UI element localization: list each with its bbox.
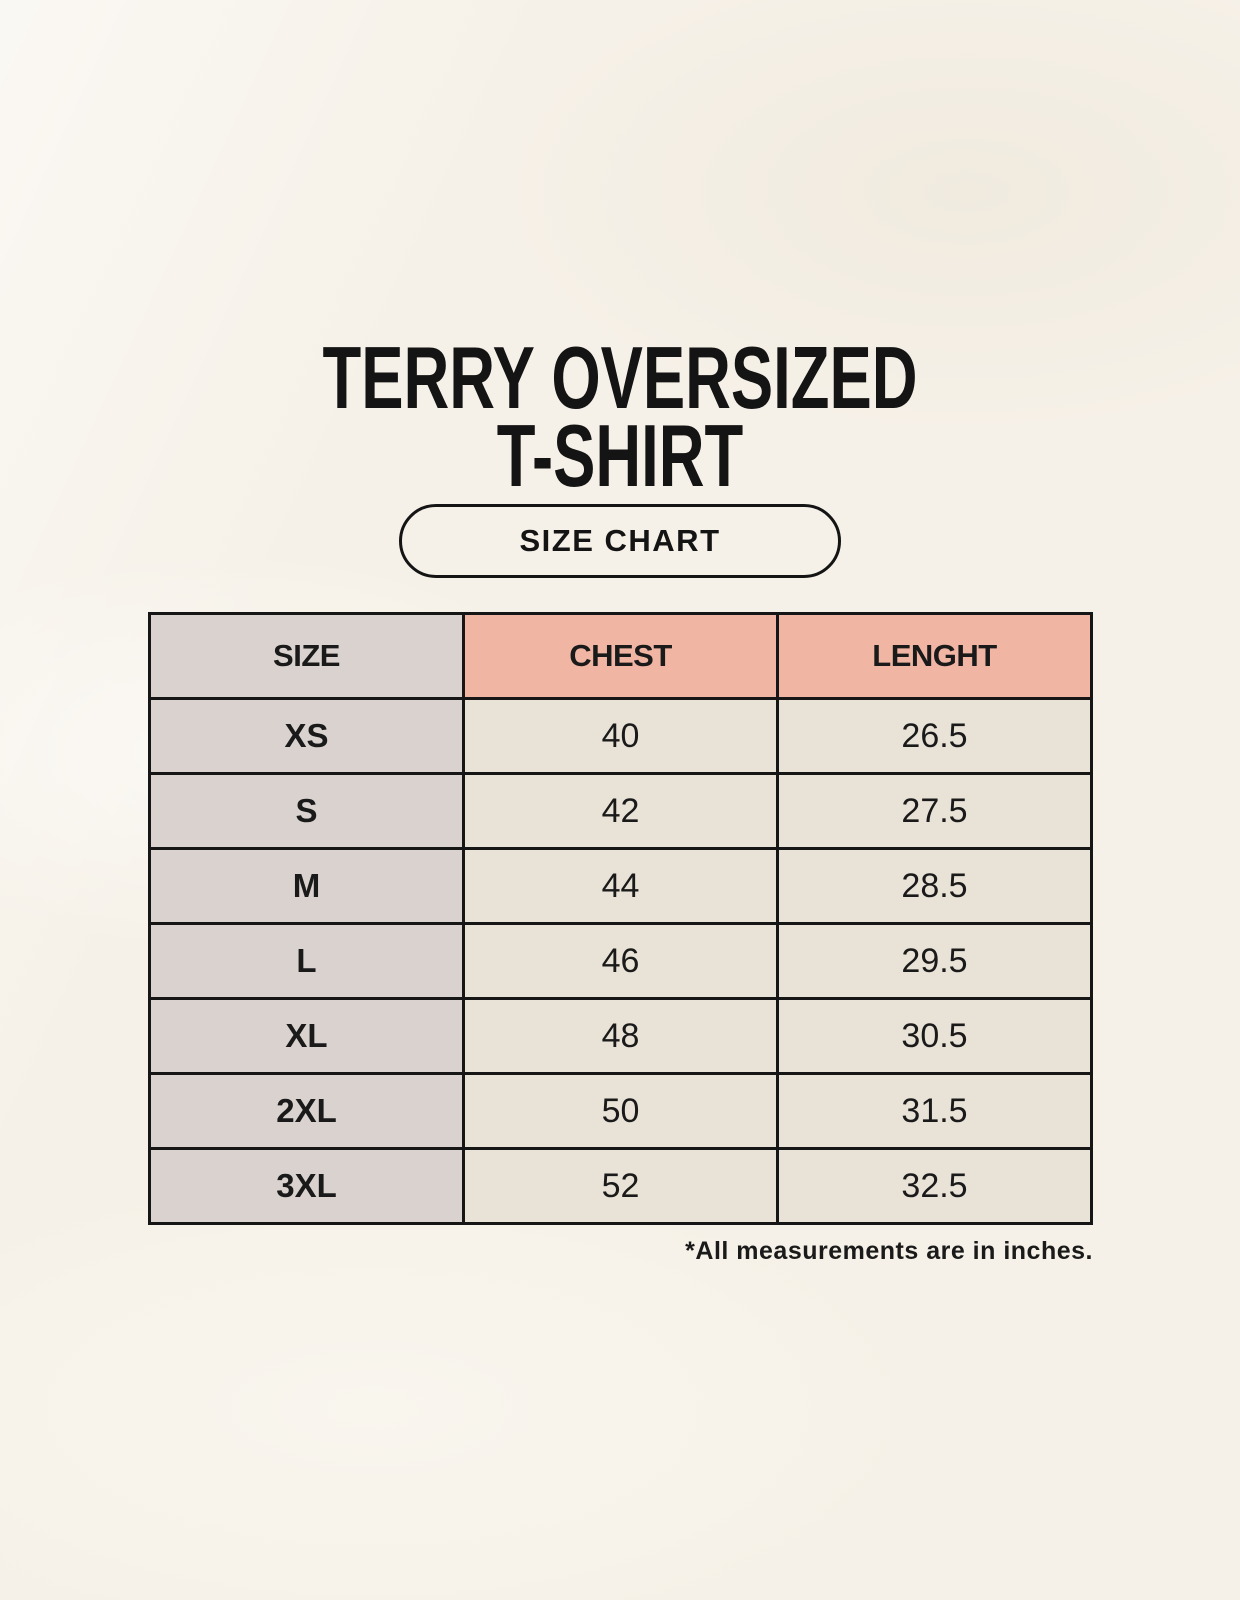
table-row-l: L 46 29.5 [148,922,1093,1000]
product-title-line2: T-SHIRT [496,406,744,505]
size-cell: XS [148,697,465,775]
length-cell: 32.5 [776,1147,1093,1225]
length-cell: 30.5 [776,997,1093,1075]
product-title-line1: TERRY OVERSIZED [322,328,918,427]
measurements-footnote: *All measurements are in inches. [685,1237,1093,1265]
size-chart-badge-label: SIZE CHART [519,523,721,558]
table-row-xl: XL 48 30.5 [148,997,1093,1075]
length-cell: 26.5 [776,697,1093,775]
chest-cell: 50 [462,1072,779,1150]
table-row-m: M 44 28.5 [148,847,1093,925]
length-cell: 31.5 [776,1072,1093,1150]
size-cell: XL [148,997,465,1075]
chest-cell: 44 [462,847,779,925]
table-row-2xl: 2XL 50 31.5 [148,1072,1093,1150]
product-title: TERRY OVERSIZED T-SHIRT [174,334,1067,500]
chest-cell: 40 [462,697,779,775]
chest-cell: 48 [462,997,779,1075]
chest-cell: 42 [462,772,779,850]
length-cell: 29.5 [776,922,1093,1000]
column-header-length: LENGHT [776,612,1093,700]
size-cell: L [148,922,465,1000]
chest-cell: 52 [462,1147,779,1225]
size-chart-badge: SIZE CHART [399,504,841,578]
table-row-s: S 42 27.5 [148,772,1093,850]
size-table-header-row: SIZE CHEST LENGHT [148,612,1093,700]
size-cell: S [148,772,465,850]
size-cell: 3XL [148,1147,465,1225]
length-cell: 27.5 [776,772,1093,850]
column-header-chest: CHEST [462,612,779,700]
size-cell: 2XL [148,1072,465,1150]
table-row-3xl: 3XL 52 32.5 [148,1147,1093,1225]
size-cell: M [148,847,465,925]
chest-cell: 46 [462,922,779,1000]
column-header-size: SIZE [148,612,465,700]
length-cell: 28.5 [776,847,1093,925]
size-table: SIZE CHEST LENGHT XS 40 26.5 S 42 27.5 M… [148,612,1093,1225]
table-row-xs: XS 40 26.5 [148,697,1093,775]
